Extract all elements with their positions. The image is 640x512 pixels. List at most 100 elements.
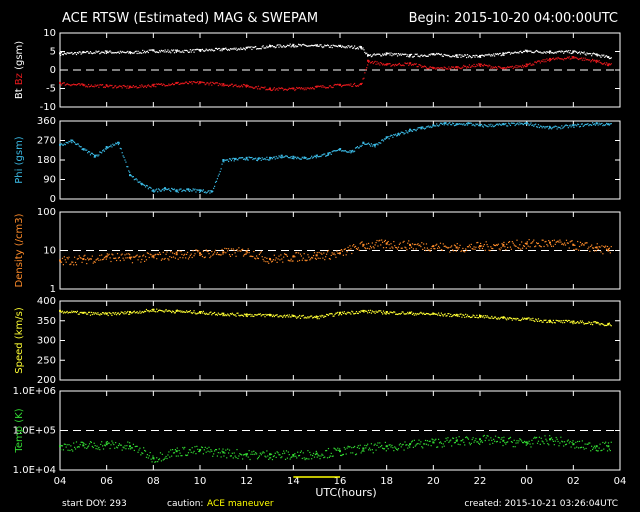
data-point [105, 50, 108, 53]
scatter-dot [226, 48, 228, 51]
scatter-dot [119, 313, 121, 315]
scatter-dot [503, 54, 505, 56]
scatter-dot [293, 46, 295, 48]
scatter-dot [539, 443, 541, 445]
scatter-dot [381, 239, 383, 241]
scatter-dot [84, 311, 86, 313]
scatter-dot [551, 240, 554, 242]
scatter-dot [163, 258, 165, 260]
scatter-dot [498, 248, 500, 250]
scatter-dot [550, 245, 553, 247]
scatter-dot [163, 458, 165, 460]
scatter-dot [273, 254, 275, 256]
scatter-dot [66, 141, 68, 144]
scatter-dot [181, 455, 183, 457]
scatter-dot [232, 157, 234, 159]
scatter-dot [331, 86, 333, 89]
data-point [199, 252, 201, 255]
scatter-dot [402, 241, 404, 243]
scatter-dot [228, 160, 230, 163]
scatter-dot [516, 67, 518, 69]
scatter-dot [458, 67, 460, 69]
scatter-dot [399, 313, 401, 315]
scatter-dot [243, 254, 246, 256]
scatter-dot [155, 51, 157, 54]
scatter-dot [133, 256, 135, 258]
scatter-dot [410, 245, 412, 247]
scatter-dot [94, 84, 96, 86]
scatter-dot [463, 314, 465, 316]
scatter-dot [102, 259, 104, 261]
scatter-dot [568, 247, 570, 249]
scatter-dot [130, 447, 133, 449]
scatter-dot [227, 49, 229, 51]
scatter-dot [478, 246, 480, 248]
scatter-dot [169, 256, 171, 258]
scatter-dot [599, 443, 601, 445]
scatter-dot [529, 246, 531, 248]
data-point [607, 249, 610, 252]
scatter-dot [265, 89, 267, 91]
scatter-dot [115, 257, 117, 259]
scatter-dot [87, 50, 89, 53]
scatter-dot [95, 50, 97, 52]
scatter-dot [131, 86, 134, 88]
scatter-dot [581, 320, 583, 322]
scatter-dot [199, 450, 201, 453]
scatter-dot [256, 314, 259, 316]
scatter-dot [165, 253, 167, 255]
scatter-dot [377, 144, 379, 146]
scatter-dot [187, 311, 190, 313]
scatter-dot [266, 45, 268, 47]
scatter-dot [450, 67, 452, 69]
scatter-dot [324, 86, 326, 88]
scatter-dot [559, 126, 561, 128]
scatter-dot [347, 311, 349, 313]
scatter-dot [307, 87, 309, 89]
scatter-dot [603, 54, 605, 56]
scatter-dot [411, 63, 414, 66]
scatter-dot [415, 53, 417, 56]
scatter-dot [102, 51, 104, 53]
scatter-dot [326, 449, 328, 452]
scatter-dot [396, 64, 399, 66]
y-tick-label: 350 [37, 316, 56, 327]
scatter-dot [93, 313, 95, 315]
scatter-dot [233, 160, 235, 162]
scatter-dot [306, 45, 308, 47]
scatter-dot [91, 313, 93, 316]
y-axis-label: Bt Bz (gsm) [14, 41, 25, 99]
data-point [59, 52, 61, 55]
scatter-dot [112, 51, 114, 54]
scatter-dot [576, 248, 578, 250]
scatter-dot [89, 258, 92, 260]
scatter-dot [357, 147, 359, 149]
scatter-dot [196, 445, 198, 447]
scatter-dot [430, 248, 432, 250]
scatter-dot [231, 254, 233, 256]
scatter-dot [278, 87, 280, 89]
scatter-dot [384, 239, 386, 242]
begin-time: Begin: 2015-10-20 04:00:00UTC [409, 11, 618, 26]
scatter-dot [556, 320, 558, 322]
scatter-dot [337, 447, 339, 449]
scatter-dot [544, 51, 546, 53]
scatter-dot [200, 448, 202, 451]
scatter-dot [368, 54, 370, 56]
scatter-dot [173, 253, 176, 255]
scatter-dot [328, 46, 330, 48]
scatter-dot [448, 441, 450, 443]
scatter-dot [527, 123, 529, 125]
scatter-dot [298, 157, 300, 159]
scatter-dot [410, 64, 413, 66]
scatter-dot [327, 249, 330, 252]
scatter-dot [439, 441, 442, 443]
scatter-dot [594, 124, 596, 126]
scatter-dot [110, 260, 112, 263]
scatter-dot [393, 64, 395, 66]
scatter-dot [537, 242, 540, 244]
scatter-dot [211, 314, 213, 316]
scatter-dot [168, 83, 170, 85]
scatter-dot [229, 84, 232, 86]
